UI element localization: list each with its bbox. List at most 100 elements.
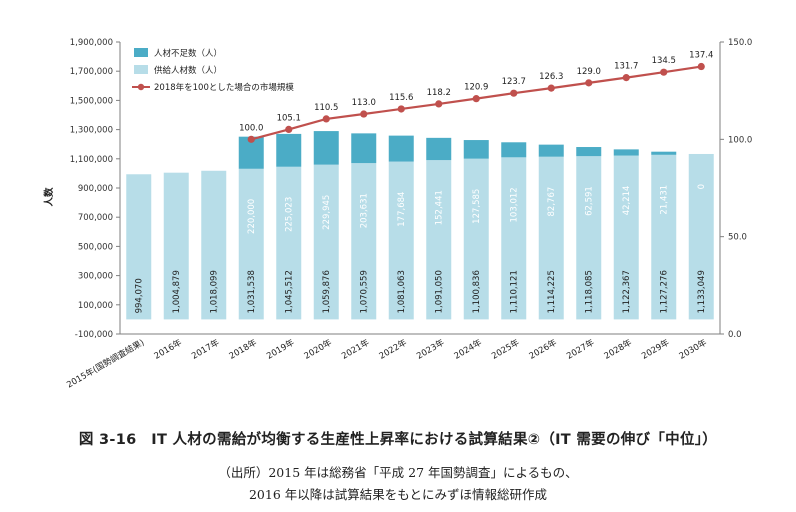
shortage-bar-label: 21,431 [660,185,670,215]
supply-bar-label: 1,045,512 [285,270,295,313]
y-tick-label: 1,300,000 [70,126,113,136]
market-size-point [247,135,255,143]
market-size-label: 110.5 [314,103,338,113]
supply-bar [651,154,677,320]
source-note-line-2: 2016 年以降は試算結果をもとにみずほ情報総研作成 [248,487,548,502]
market-size-label: 134.5 [652,56,676,66]
shortage-bar-label: 220,000 [247,199,257,234]
market-size-label: 105.1 [277,113,301,123]
supply-bar [576,156,602,320]
supply-bar [126,174,152,320]
y-tick-label: 1,500,000 [70,96,113,106]
market-size-label: 126.3 [539,72,563,82]
y-axis-title: 人数 [43,187,55,207]
market-size-label: 123.7 [502,77,526,87]
market-size-label: 113.0 [352,98,376,108]
supply-bar [276,166,302,320]
x-category-label: 2017年 [190,337,222,362]
market-size-label: 131.7 [614,62,638,72]
market-size-point [547,84,555,92]
market-size-point [360,110,368,118]
supply-bar-label: 994,070 [135,278,145,313]
supply-bar-label: 1,100,836 [472,270,482,313]
y-tick-label: 900,000 [78,184,113,194]
legend-swatch-supply [134,65,148,74]
market-size-point [285,125,293,134]
supply-bar [388,161,414,320]
chart: -100,000 100,000 300,000 500,000 700,000 900,… [43,38,752,390]
x-category-label: 2015年(国勢調査結果) [65,337,147,390]
shortage-bar [276,133,302,167]
market-size-point [622,74,630,82]
supply-bar-label: 1,004,879 [172,270,182,313]
x-category-label: 2029年 [640,337,672,362]
market-size-point [322,115,330,123]
shortage-bar [351,133,377,164]
shortage-bar-label: 127,585 [472,189,482,224]
y-tick-label: 1,700,000 [70,67,113,77]
shortage-bar [388,135,414,162]
x-category-label: 2030年 [677,337,709,362]
market-size-point [397,105,405,113]
shortage-bar-label: 82,767 [547,187,557,217]
legend-swatch-shortage [134,48,148,57]
market-size-label: 118.2 [427,88,451,98]
market-size-label: 100.0 [239,123,263,133]
shortage-bar-label: 42,214 [622,186,632,216]
supply-bar-label: 1,081,063 [397,270,407,313]
supply-bar [238,168,264,320]
supply-bar-label: 1,122,367 [622,270,632,313]
market-size-label: 120.9 [464,83,488,93]
market-size-label: 137.4 [689,51,713,61]
shortage-bar [576,147,602,157]
supply-bar-label: 1,114,225 [547,270,557,313]
supply-bar [463,158,489,320]
y2-tick-label: 50.0 [728,233,747,243]
shortage-bar [463,140,489,159]
y-tick-label: 500,000 [78,242,113,252]
x-category-label: 2024年 [452,337,484,362]
shortage-bar [613,149,639,156]
y2-tick-label: 0.0 [728,330,742,340]
shortage-bar-label: 177,684 [397,192,407,227]
shortage-bar-label: 152,441 [435,190,445,225]
shortage-bar [426,137,452,161]
supply-bar-label: 1,118,085 [585,270,595,313]
y-tick-label: 700,000 [78,213,113,223]
shortage-bar-label: 62,591 [585,186,595,216]
y-tick-label: 100,000 [78,301,113,311]
y-tick-label: -100,000 [75,330,113,340]
market-size-point [697,62,705,71]
x-category-label: 2027年 [565,337,597,362]
supply-bar-label: 1,110,121 [510,270,520,313]
market-size-point [435,100,443,108]
x-category-label: 2016年 [152,337,184,362]
x-category-label: 2019年 [265,337,297,362]
x-category-label: 2026年 [527,337,559,362]
legend-label-line: 2018年を100とした場合の市場規模 [154,82,294,93]
supply-bar [538,156,564,320]
supply-bar-label: 1,031,538 [247,270,257,313]
market-size-point [510,89,518,97]
supply-bar [313,164,339,320]
x-category-label: 2025年 [490,337,522,362]
market-size-point [660,68,668,76]
shortage-bar [538,144,564,157]
shortage-bar-label: 0 [697,184,707,189]
chart-svg: -100,000 100,000 300,000 500,000 700,000 900,… [43,38,752,390]
supply-bar [688,153,714,320]
x-category-label: 2021年 [340,337,372,362]
x-category-label: 2028年 [602,337,634,362]
market-size-point [585,79,593,87]
supply-bar [201,170,227,320]
legend-label-supply: 供給人材数（人） [154,65,222,76]
figure-title: 図 3-16 IT 人材の需給が均衡する生産性上昇率における試算結果②（IT 需… [78,432,718,448]
y-tick-label: 1,900,000 [70,38,113,48]
supply-bar-label: 1,133,049 [697,270,707,313]
market-size-label: 115.6 [389,93,413,103]
shortage-bar-label: 229,945 [322,195,332,230]
supply-bar [613,155,639,320]
supply-bar-label: 1,091,050 [435,270,445,313]
shortage-bar-label: 103,012 [510,187,520,222]
market-size-point [472,95,480,103]
